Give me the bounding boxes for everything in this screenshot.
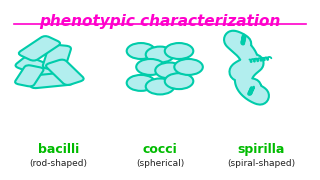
Text: (spiral-shaped): (spiral-shaped) xyxy=(228,159,296,168)
Circle shape xyxy=(165,43,193,59)
Circle shape xyxy=(146,47,174,62)
Text: (rod-shaped): (rod-shaped) xyxy=(29,159,87,168)
Circle shape xyxy=(155,62,184,78)
Text: bacilli: bacilli xyxy=(38,143,79,156)
Circle shape xyxy=(127,75,155,91)
Circle shape xyxy=(136,59,165,75)
FancyBboxPatch shape xyxy=(15,65,44,86)
Text: phenotypic characterization: phenotypic characterization xyxy=(39,14,281,29)
Circle shape xyxy=(165,73,193,89)
FancyBboxPatch shape xyxy=(46,60,84,85)
Circle shape xyxy=(174,59,203,75)
FancyBboxPatch shape xyxy=(43,45,71,70)
Circle shape xyxy=(146,78,174,94)
Circle shape xyxy=(127,43,155,59)
Text: (spherical): (spherical) xyxy=(136,159,184,168)
Text: cocci: cocci xyxy=(143,143,177,156)
FancyBboxPatch shape xyxy=(28,72,73,88)
FancyBboxPatch shape xyxy=(16,57,60,79)
FancyBboxPatch shape xyxy=(19,36,60,61)
Text: spirilla: spirilla xyxy=(238,143,285,156)
